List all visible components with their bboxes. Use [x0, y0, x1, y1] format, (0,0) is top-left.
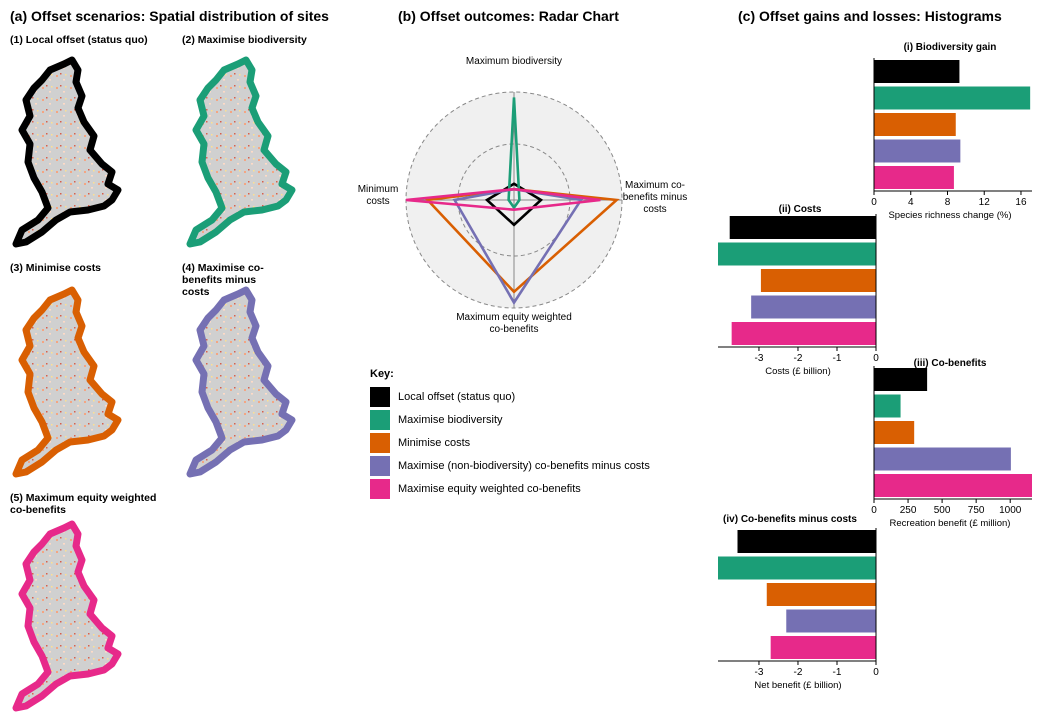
histogram-bar	[751, 295, 876, 319]
radar-series-3	[424, 187, 620, 294]
histogram-title: (iii) Co-benefits	[914, 358, 987, 369]
histogram-tick-label: 16	[1015, 197, 1027, 208]
map-label-1: (1) Local offset (status quo)	[10, 34, 148, 46]
key-swatch	[370, 410, 390, 430]
histogram-tick-label: 4	[908, 197, 914, 208]
histogram-x-label: Costs (£ billion)	[765, 366, 830, 377]
map-1	[16, 60, 118, 244]
radar-series-1	[484, 182, 544, 227]
histogram-tick-label: 0	[871, 197, 877, 208]
radar-chart: Maximum biodiversity Maximum co-benefits…	[357, 56, 688, 335]
histogram-title: (iv) Co-benefits minus costs	[723, 514, 857, 525]
histogram-bar	[718, 556, 876, 580]
histogram-x-label: Net benefit (£ billion)	[754, 680, 841, 691]
key-label: Minimise costs	[398, 437, 471, 449]
radar-series-4	[452, 187, 584, 306]
radar-series-2	[507, 97, 521, 210]
histogram-bar	[770, 636, 876, 659]
map-label-2: (2) Maximise biodiversity	[182, 34, 307, 46]
map-3	[16, 290, 118, 474]
panel-b-title: (b) Offset outcomes: Radar Chart	[398, 8, 619, 24]
histogram-bar	[874, 421, 915, 444]
radar-axis-label-right: Maximum co-benefits minus costs	[622, 180, 688, 215]
histogram-tick-label: -3	[755, 667, 764, 678]
histogram-tick-label: -2	[794, 667, 803, 678]
histogram-bar	[737, 530, 876, 553]
map-label-5: (5) Maximum equity weighted co-benefits	[10, 492, 157, 516]
histogram-x-label: Species richness change (%)	[888, 210, 1011, 221]
histogram-tick-label: -3	[755, 353, 764, 364]
histogram-bar	[874, 447, 1011, 471]
histogram-tick-label: 0	[873, 353, 879, 364]
key-item: Maximise equity weighted co-benefits	[370, 479, 581, 499]
histogram-tick-label: -1	[833, 353, 842, 364]
radar-axis-label-top: Maximum biodiversity	[465, 56, 563, 67]
key-swatch	[370, 433, 390, 453]
histogram-2: (ii) Costs -3 -2 -1 0 Costs (£ billion)	[718, 204, 879, 377]
histogram-bar	[874, 86, 1031, 110]
key-item: Maximise (non-biodiversity) co-benefits …	[370, 456, 650, 476]
histogram-bar	[874, 139, 961, 163]
key-item: Local offset (status quo)	[370, 387, 515, 407]
histogram-bar	[874, 166, 954, 189]
map-label-4: (4) Maximise co-benefits minus costs	[182, 262, 264, 298]
map-label-3: (3) Minimise costs	[10, 262, 102, 274]
histograms: (i) Biodiversity gain 0 4 8 12 16 Species rich…	[718, 42, 1032, 691]
radar-axis-label-bottom: Maximum equity weighted co-benefits	[456, 312, 572, 335]
histogram-tick-label: 1000	[999, 505, 1022, 516]
key-label: Maximise equity weighted co-benefits	[398, 483, 581, 495]
panel-c-title: (c) Offset gains and losses: Histograms	[738, 8, 1002, 24]
histogram-tick-label: 12	[979, 197, 991, 208]
histogram-bar	[731, 322, 876, 345]
key-swatch	[370, 387, 390, 407]
key-swatch	[370, 456, 390, 476]
map-5	[16, 524, 118, 708]
key-label: Maximise (non-biodiversity) co-benefits …	[398, 460, 650, 472]
histogram-tick-label: -2	[794, 353, 803, 364]
histogram-bar	[729, 216, 876, 239]
histogram-tick-label: 0	[873, 667, 879, 678]
histogram-bar	[874, 113, 956, 136]
histogram-tick-label: -1	[833, 667, 842, 678]
map-4	[190, 290, 292, 474]
histogram-tick-label: 750	[968, 505, 985, 516]
key-item: Minimise costs	[370, 433, 470, 453]
histogram-title: (i) Biodiversity gain	[904, 42, 997, 53]
key-title: Key:	[370, 368, 394, 380]
radar-axis-label-left: Minimum costs	[357, 184, 399, 207]
histogram-bar	[874, 394, 901, 418]
histogram-tick-label: 500	[934, 505, 951, 516]
histogram-bar	[874, 60, 960, 83]
histogram-tick-label: 8	[945, 197, 951, 208]
key-swatch	[370, 479, 390, 499]
histogram-bar	[874, 474, 1032, 497]
england-maps	[0, 0, 360, 720]
histogram-title: (ii) Costs	[779, 204, 822, 215]
panel-a-title: (a) Offset scenarios: Spatial distributi…	[10, 8, 329, 24]
histogram-tick-label: 0	[871, 505, 877, 516]
key-label: Maximise biodiversity	[398, 414, 503, 426]
histogram-4: (iv) Co-benefits minus costs -3 -2 -1 0 Net b…	[718, 514, 879, 691]
histogram-bar	[718, 242, 876, 266]
histogram-bar	[786, 609, 876, 633]
map-2	[190, 60, 292, 244]
histogram-3: (iii) Co-benefits 0 250 500 750 1000 Recreatio…	[871, 358, 1032, 529]
histogram-bar	[874, 368, 928, 391]
histogram-tick-label: 250	[900, 505, 917, 516]
radar-series-5	[405, 187, 601, 212]
histogram-1: (i) Biodiversity gain 0 4 8 12 16 Species rich…	[871, 42, 1032, 221]
key-label: Local offset (status quo)	[398, 391, 516, 403]
histogram-bar	[760, 269, 876, 292]
key-item: Maximise biodiversity	[370, 410, 503, 430]
histogram-x-label: Recreation benefit (£ million)	[890, 518, 1011, 529]
histogram-bar	[766, 583, 876, 606]
